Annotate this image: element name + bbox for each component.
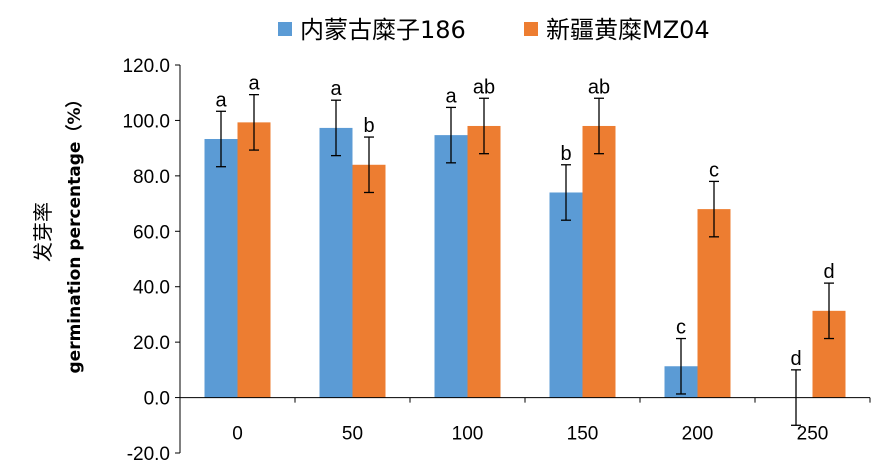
error-bar-series-1-cat-200: [676, 337, 686, 395]
significance-label-series-2-cat-150: ab: [588, 76, 610, 98]
significance-label-series-2-cat-200: c: [709, 159, 719, 181]
bar-series-1-cat-50: [319, 127, 353, 398]
significance-label-series-1-cat-100: a: [445, 85, 457, 107]
error-bar-series-2-cat-250: [824, 282, 834, 340]
legend-swatch-series-1: [278, 22, 292, 36]
bar-series-2-cat-50: [352, 164, 386, 398]
significance-label-series-2-cat-50: b: [363, 115, 374, 137]
bar-series-2-cat-200: [697, 209, 731, 398]
error-bar-series-2-cat-0: [249, 94, 259, 151]
significance-label-series-2-cat-0: a: [248, 73, 260, 95]
legend-label-series-2: 新疆黄糜MZ04: [546, 16, 710, 44]
legend-swatch-series-2: [524, 22, 538, 36]
significance-label-series-1-cat-50: a: [330, 78, 342, 100]
x-tick-label: 150: [567, 424, 599, 445]
legend-label-series-1: 内蒙古糜子186: [300, 16, 466, 44]
y-tick-label: 100.0: [122, 111, 170, 132]
y-tick-label: 0.0: [144, 389, 170, 410]
error-bar-series-1-cat-0: [216, 110, 226, 168]
error-bar-series-2-cat-50: [364, 136, 374, 194]
bar-series-2-cat-150: [582, 125, 616, 398]
significance-label-series-1-cat-150: b: [560, 143, 571, 165]
error-bar-series-1-cat-50: [331, 99, 341, 157]
x-axis-ticks: 0 50 100 150 200 250: [232, 424, 828, 445]
significance-label-series-1-cat-250: d: [790, 348, 801, 370]
bars: [204, 122, 846, 398]
x-tick-label: 100: [452, 424, 484, 445]
y-tick-label: 60.0: [133, 222, 170, 243]
x-tick-label: 200: [682, 424, 714, 445]
y-tick-label: 40.0: [133, 278, 170, 299]
bar-series-2-cat-0: [237, 122, 271, 398]
error-bar-series-2-cat-150: [594, 97, 604, 155]
significance-label-series-2-cat-100: ab: [473, 76, 495, 98]
error-bar-series-2-cat-100: [479, 97, 489, 155]
error-bar-series-2-cat-200: [709, 180, 719, 238]
bar-series-1-cat-150: [549, 192, 583, 398]
y-tick-label: -20.0: [127, 444, 170, 465]
error-bar-series-1-cat-100: [446, 106, 456, 164]
x-tick-label: 250: [797, 424, 829, 445]
significance-label-series-2-cat-250: d: [823, 261, 834, 283]
y-tick-label: 20.0: [133, 333, 170, 354]
axes: [179, 65, 871, 453]
y-tick-label: 80.0: [133, 167, 170, 188]
x-tick-label: 0: [232, 424, 243, 445]
y-axis-title-chinese: 发芽率: [31, 202, 55, 262]
error-bar-series-1-cat-150: [561, 164, 571, 221]
y-axis-title: 发芽率 germination percentage（%）: [31, 91, 85, 374]
y-axis-title-english: germination percentage（%）: [64, 91, 85, 374]
bar-series-2-cat-100: [467, 125, 501, 398]
bar-series-1-cat-0: [204, 138, 238, 398]
legend: 内蒙古糜子186 新疆黄糜MZ04: [278, 16, 710, 44]
significance-label-series-1-cat-200: c: [676, 317, 686, 339]
significance-label-series-1-cat-0: a: [215, 89, 227, 111]
y-tick-label: 120.0: [122, 56, 170, 77]
x-tick-label: 50: [342, 424, 363, 445]
bar-series-1-cat-100: [434, 135, 468, 398]
y-axis-ticks: -20.0 0.0 20.0 40.0 60.0 80.0 100.0 120.0: [122, 56, 180, 465]
error-bars: [216, 94, 834, 426]
